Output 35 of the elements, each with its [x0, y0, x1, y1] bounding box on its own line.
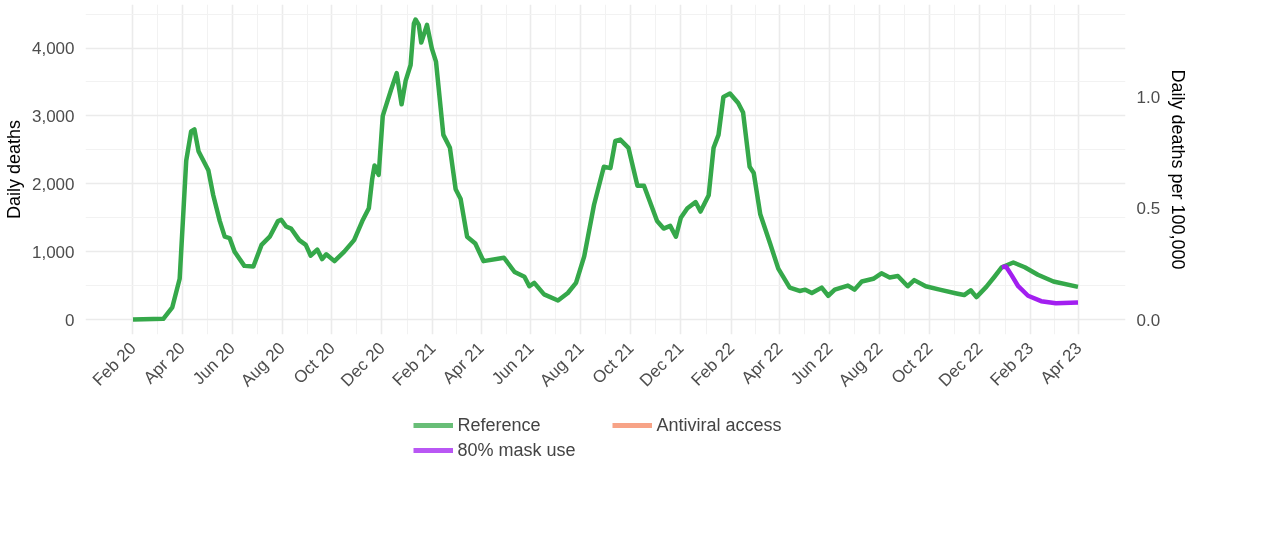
x-tick-label: Jun 20 [189, 338, 239, 389]
y-axis-title: Daily deaths [3, 119, 24, 220]
x-tick-label: Aug 22 [835, 338, 887, 391]
y-tick-label: 1,000 [31, 242, 75, 262]
x-tick-label: Apr 22 [737, 338, 787, 388]
x-tick-label: Aug 20 [237, 338, 289, 391]
x-tick-label: Apr 20 [139, 338, 189, 388]
x-tick-label: Oct 21 [588, 338, 638, 388]
x-tick-label: Oct 20 [289, 338, 339, 388]
x-tick-label: Jun 22 [787, 338, 837, 389]
y-tick-label: 4,000 [31, 39, 75, 59]
line-series [999, 264, 1081, 306]
x-tick-label: Apr 23 [1036, 338, 1086, 388]
y2-tick-label: 1.0 [1136, 87, 1161, 107]
line-series [130, 17, 1081, 322]
x-tick-label: Oct 22 [887, 338, 937, 388]
y-tick-label: 2,000 [31, 174, 75, 194]
legend-label: Antiviral access [656, 414, 783, 436]
y2-tick-label: 0.5 [1136, 199, 1161, 219]
y2-tick-label: 0.0 [1136, 310, 1161, 330]
x-tick-label: Dec 21 [636, 338, 688, 391]
x-tick-label: Aug 21 [536, 338, 588, 391]
legend-label: 80% mask use [457, 439, 577, 461]
legend-label: Reference [457, 414, 542, 436]
x-tick-label: Jun 21 [488, 338, 538, 389]
x-tick-label: Dec 22 [934, 338, 987, 391]
y-tick-label: 3,000 [31, 106, 75, 126]
y-tick-label: 0 [65, 310, 75, 330]
x-tick-label: Apr 21 [438, 338, 488, 388]
x-tick-label: Feb 23 [986, 338, 1038, 390]
x-tick-label: Dec 20 [337, 338, 389, 391]
x-tick-label: Feb 22 [687, 338, 739, 390]
x-tick-label: Feb 21 [388, 338, 440, 390]
y2-axis-title: Daily deaths per 100,000 [1168, 69, 1189, 270]
x-tick-label: Feb 20 [88, 338, 140, 390]
